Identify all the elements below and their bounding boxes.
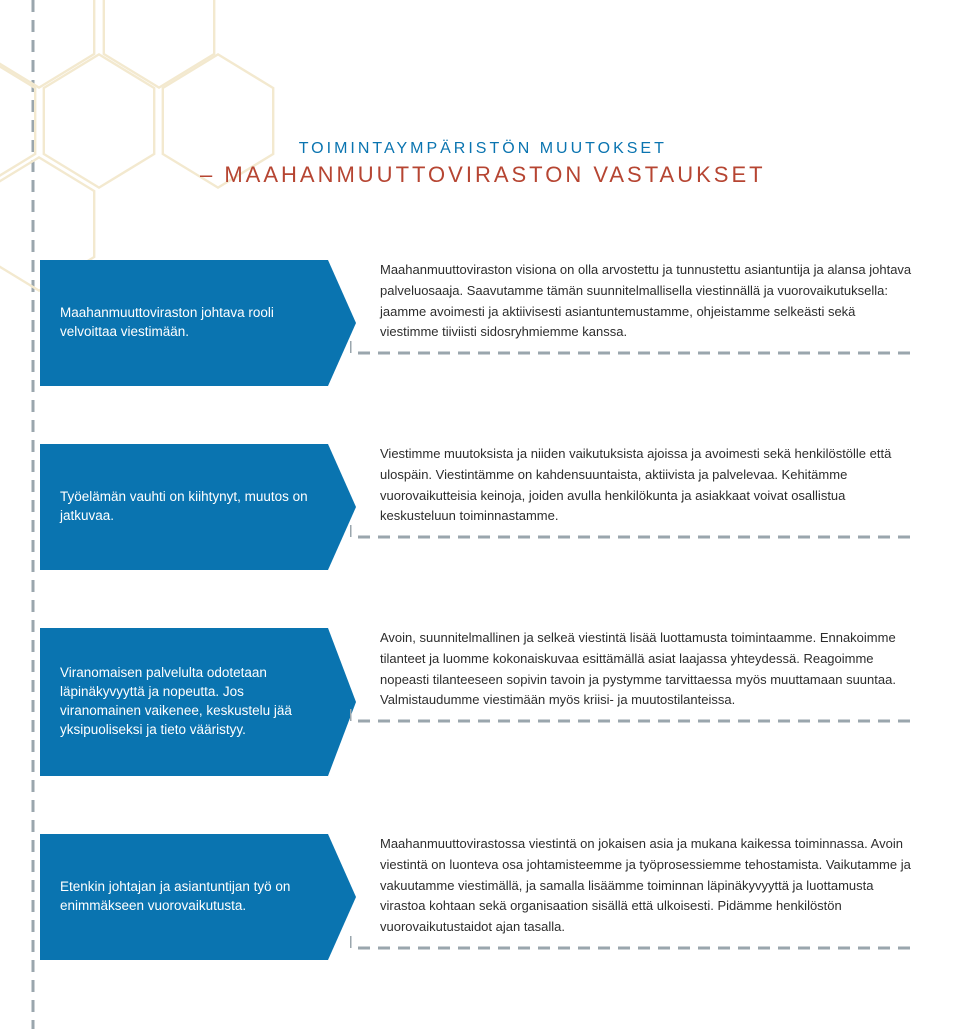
content-rows: Maahanmuuttoviraston johtava rooli velvo… [0, 260, 960, 1018]
arrow-text: Viranomaisen palvelulta odotetaan läpinä… [60, 664, 310, 740]
description-text: Maahanmuuttoviraston visiona on olla arv… [380, 260, 960, 355]
arrow-text: Työelämän vauhti on kiihtynyt, muutos on… [60, 488, 310, 526]
dashed-underline [350, 709, 920, 727]
info-row: Maahanmuuttoviraston johtava rooli velvo… [0, 260, 960, 386]
title-line-2: – MAAHANMUUTTOVIRASTON VASTAUKSET [200, 162, 766, 188]
arrow-callout: Maahanmuuttoviraston johtava rooli velvo… [40, 260, 328, 386]
description-text: Maahanmuuttovirastossa viestintä on joka… [380, 834, 960, 950]
description-text: Avoin, suunnitelmallinen ja selkeä viest… [380, 628, 960, 723]
info-row: Viranomaisen palvelulta odotetaan läpinä… [0, 628, 960, 776]
title-line-1: TOIMINTAYMPÄRISTÖN MUUTOKSET [200, 140, 766, 158]
arrow-callout: Viranomaisen palvelulta odotetaan läpinä… [40, 628, 328, 776]
arrow-text: Maahanmuuttoviraston johtava rooli velvo… [60, 304, 310, 342]
arrow-text: Etenkin johtajan ja asiantuntijan työ on… [60, 878, 310, 916]
description-text: Viestimme muutoksista ja niiden vaikutuk… [380, 444, 960, 539]
page-title-block: TOIMINTAYMPÄRISTÖN MUUTOKSET – MAAHANMUU… [200, 140, 766, 188]
arrow-callout: Työelämän vauhti on kiihtynyt, muutos on… [40, 444, 328, 570]
dashed-underline [350, 341, 920, 359]
arrow-callout: Etenkin johtajan ja asiantuntijan työ on… [40, 834, 328, 960]
info-row: Työelämän vauhti on kiihtynyt, muutos on… [0, 444, 960, 570]
info-row: Etenkin johtajan ja asiantuntijan työ on… [0, 834, 960, 960]
dashed-underline [350, 936, 920, 954]
dashed-underline [350, 525, 920, 543]
